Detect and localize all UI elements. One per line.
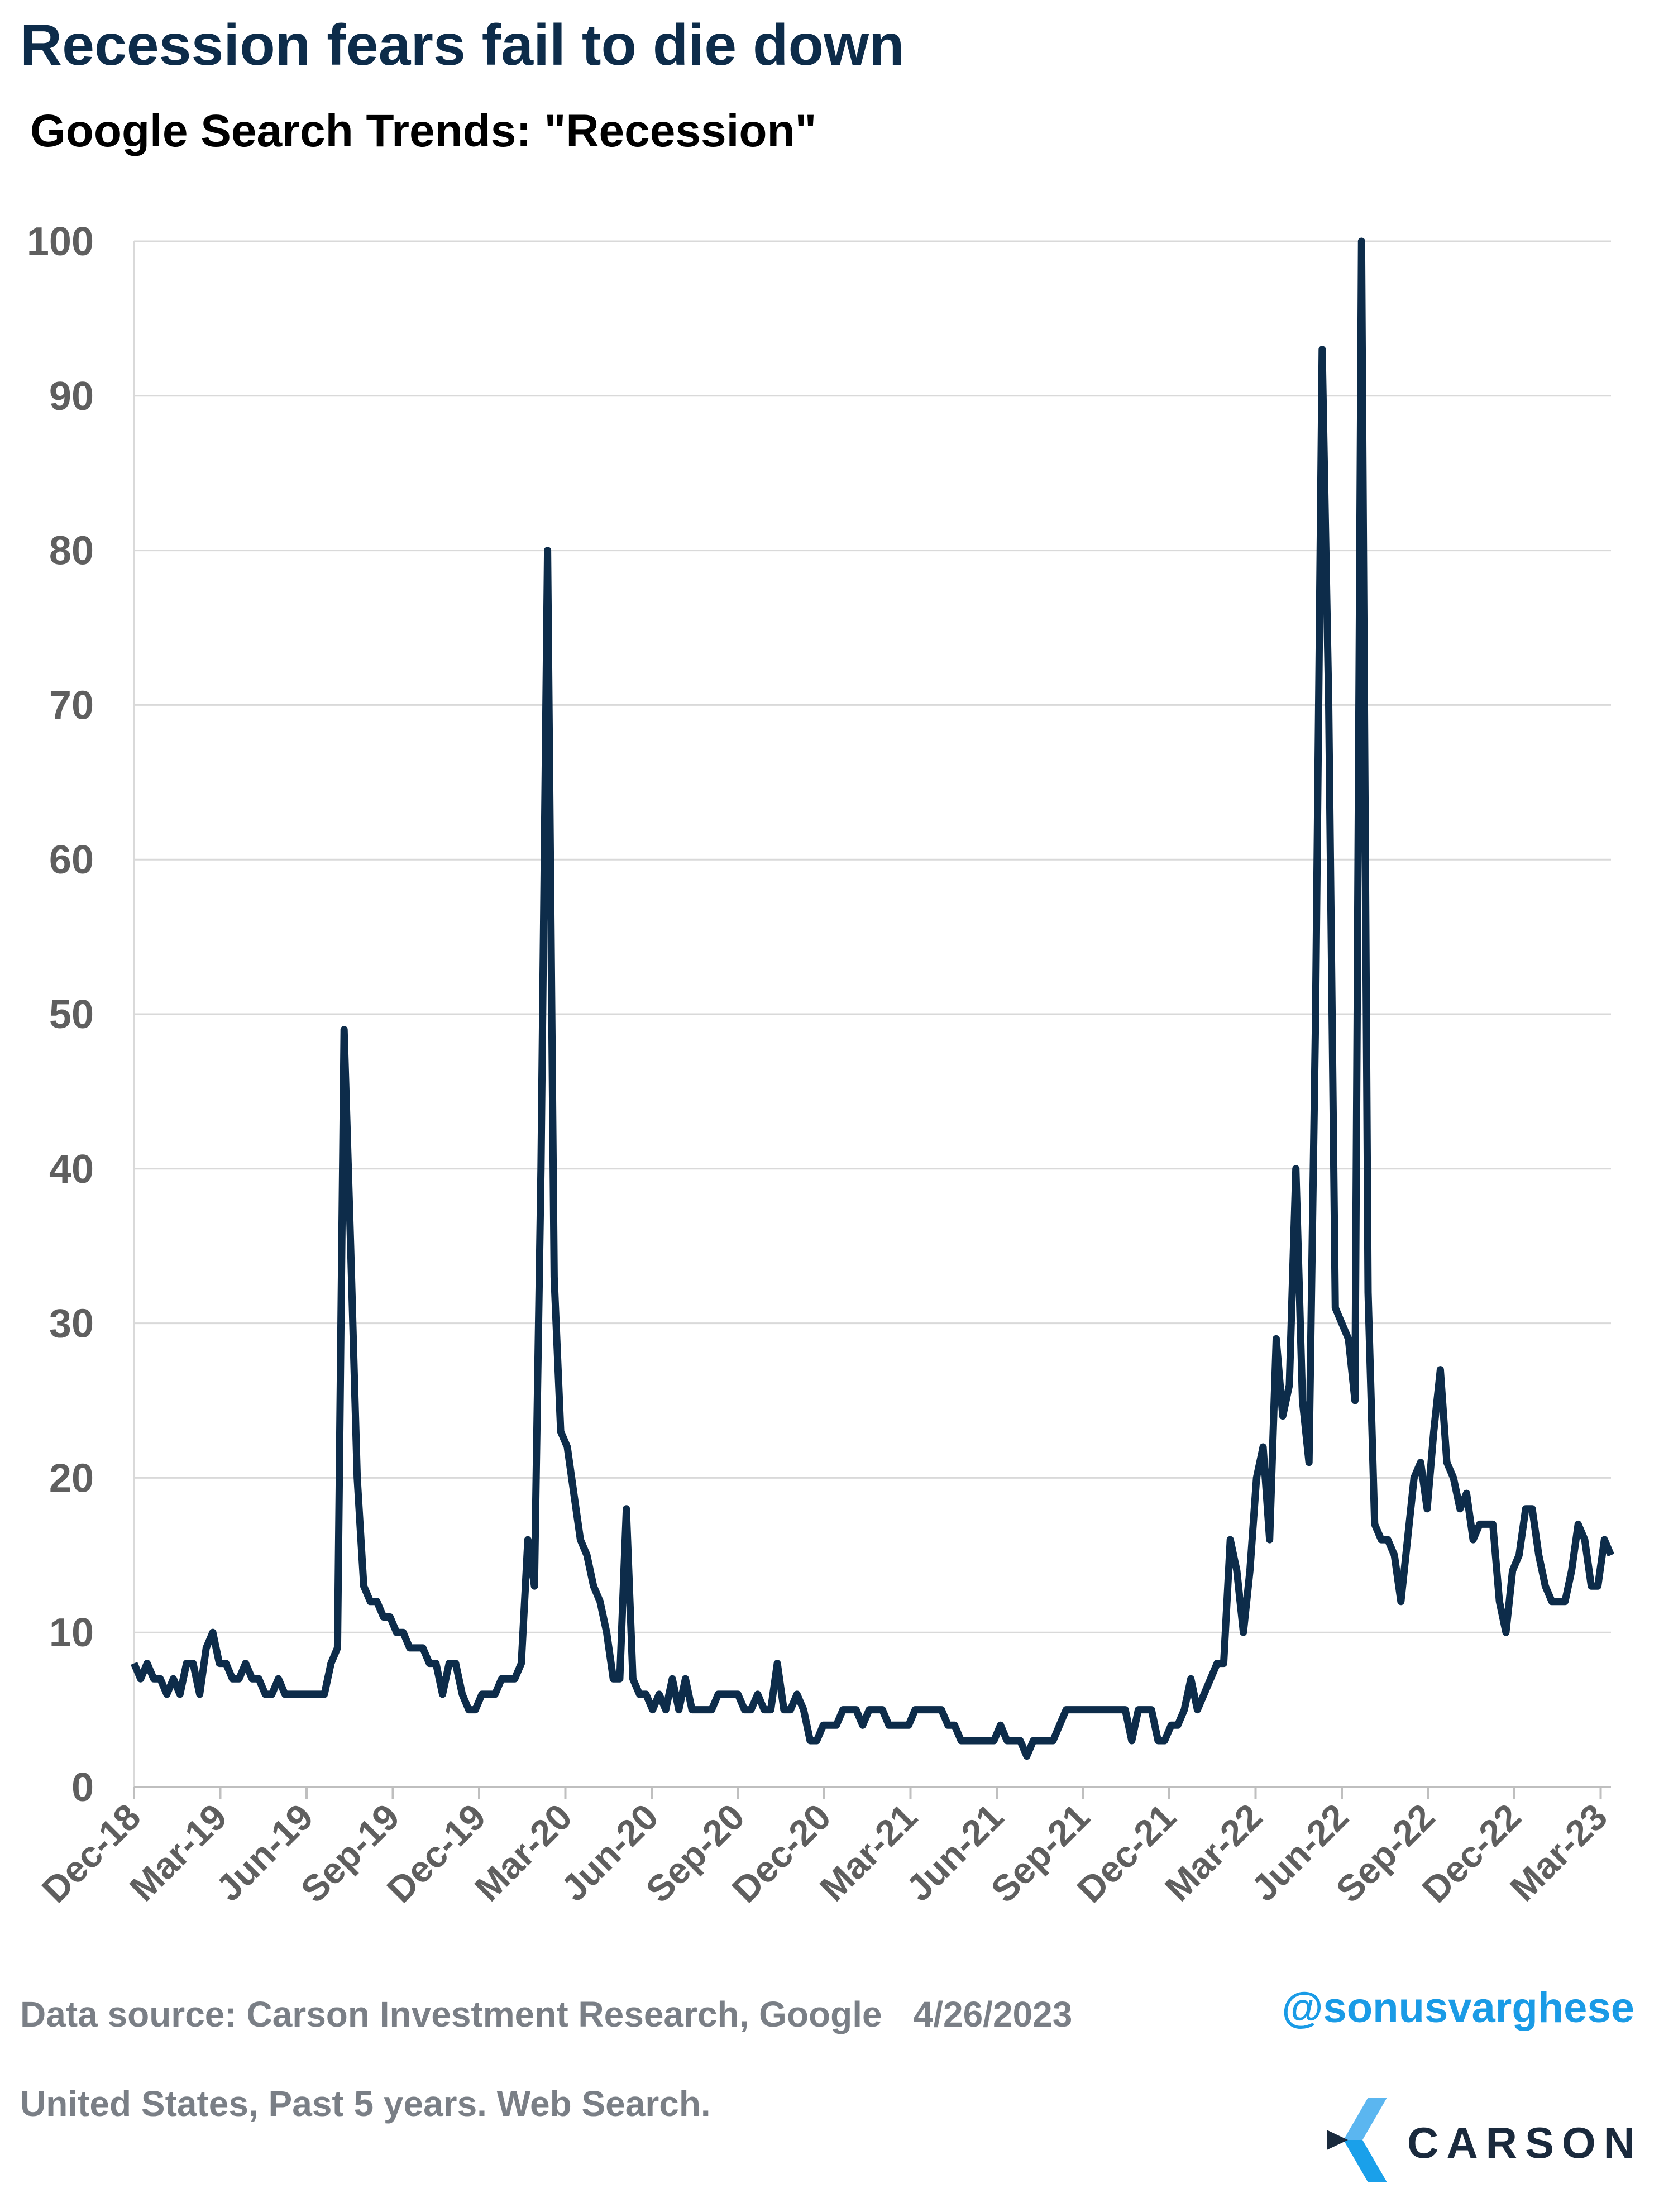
carson-logo: CARSON (1325, 2095, 1637, 2185)
x-tick-label: Dec-19 (379, 1796, 494, 1910)
x-axis: Dec-18Mar-19Jun-19Sep-19Dec-19Mar-20Jun-… (34, 1786, 1615, 1910)
y-tick-label: 60 (49, 838, 94, 882)
x-tick-label: Sep-20 (638, 1796, 752, 1910)
data-source: Data source: Carson Investment Research,… (20, 1994, 1072, 2035)
y-axis: 0 10 20 30 40 50 60 70 80 90 100 (27, 219, 135, 1810)
author-handle: @sonusvarghese (1282, 1984, 1634, 2032)
y-tick-label: 100 (27, 219, 94, 264)
y-tick-label: 80 (49, 529, 94, 574)
chart-subtitle: Google Search Trends: "Recession" (30, 106, 817, 156)
y-tick-label: 90 (49, 374, 94, 419)
x-tick-label: Dec-20 (724, 1796, 839, 1910)
y-tick-label: 0 (71, 1765, 94, 1810)
series-group (131, 237, 1614, 1760)
x-tick-label: Dec-22 (1414, 1796, 1529, 1910)
carson-logo-icon (1327, 2098, 1387, 2182)
y-tick-label: 20 (49, 1456, 94, 1501)
data-note: United States, Past 5 years. Web Search. (20, 2084, 711, 2124)
data-source-text: Data source: Carson Investment Research,… (20, 1994, 882, 2034)
x-tick-label: Mar-22 (1157, 1796, 1270, 1909)
x-tick-label: Dec-18 (34, 1796, 149, 1910)
carson-logo-text: CARSON (1407, 2118, 1643, 2167)
x-tick-label: Dec-21 (1069, 1796, 1184, 1910)
x-tick-label: Sep-22 (1328, 1796, 1442, 1910)
x-tick-label: Sep-19 (293, 1796, 407, 1910)
y-tick-label: 30 (49, 1302, 94, 1346)
line-chart: 0 10 20 30 40 50 60 70 80 90 100 Dec-18Mar-19Jun-1… (27, 219, 1615, 1910)
page-title: Recession fears fail to die down (20, 13, 905, 78)
x-tick-label: Mar-19 (122, 1796, 235, 1909)
x-tick-label: Mar-20 (467, 1796, 580, 1909)
y-tick-label: 70 (49, 683, 94, 728)
y-tick-label: 10 (49, 1611, 94, 1655)
x-tick-label: Mar-21 (812, 1796, 925, 1909)
x-tick-label: Mar-23 (1502, 1796, 1615, 1909)
series-line-recession (131, 237, 1614, 1760)
y-tick-label: 40 (49, 1147, 94, 1192)
y-tick-label: 50 (49, 992, 94, 1037)
x-tick-label: Sep-21 (983, 1796, 1097, 1910)
data-date: 4/26/2023 (913, 1994, 1073, 2034)
